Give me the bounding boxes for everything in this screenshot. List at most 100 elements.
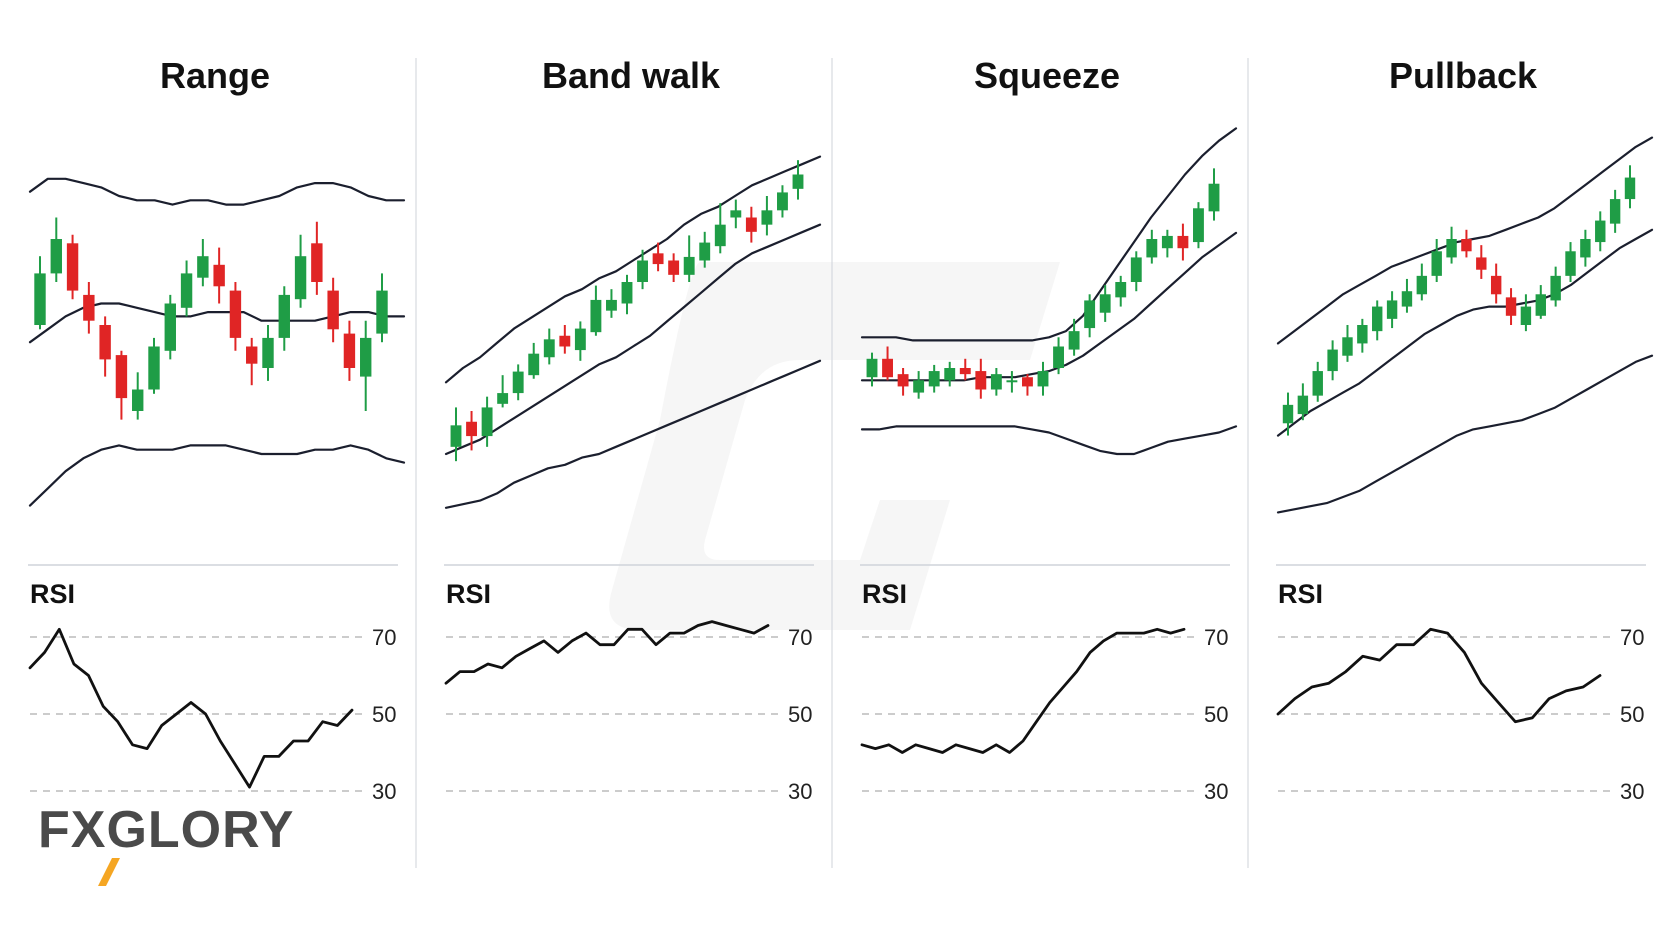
candle-body [761, 210, 773, 225]
middle-band-line [860, 231, 1238, 382]
candle [990, 368, 1002, 396]
lower-band-line [444, 359, 822, 509]
candle-body [866, 358, 878, 378]
candle [213, 247, 225, 304]
candle-body [311, 243, 323, 282]
candle-body [1327, 349, 1338, 372]
candle [1099, 285, 1111, 322]
candle [1476, 245, 1487, 279]
candle-body [34, 273, 46, 325]
rsi-line [28, 627, 354, 789]
candle [1431, 239, 1442, 282]
candle-body [1580, 239, 1591, 258]
lower-band-line [860, 425, 1238, 456]
candle-body [1461, 239, 1472, 252]
panel-title: Pullback [1389, 55, 1538, 96]
panel-squeeze: Squeeze RSI 70 50 30 [860, 55, 1238, 804]
candle [792, 160, 804, 200]
candle [180, 260, 193, 317]
candle [360, 320, 372, 411]
candle-body [1282, 404, 1294, 424]
candle-body [559, 335, 571, 347]
candle [115, 350, 128, 420]
candle [83, 282, 95, 334]
candle-body [1446, 239, 1457, 258]
rsi-level-label: 30 [372, 779, 396, 804]
candle [714, 203, 726, 254]
candle-body [229, 290, 242, 338]
candle [761, 196, 773, 236]
candle [621, 274, 633, 315]
candle [450, 407, 462, 462]
candle-body [164, 303, 176, 351]
candle-body [1535, 294, 1546, 316]
candle [1609, 189, 1621, 233]
candle-body [1342, 337, 1353, 356]
candle [1401, 278, 1413, 313]
rsi-line [860, 627, 1186, 754]
rsi-level-label: 50 [372, 702, 396, 727]
candle [606, 289, 617, 318]
candle [959, 358, 971, 381]
candle [1282, 392, 1294, 436]
candle [50, 217, 62, 282]
panel-band-walk: Band walk RSI 70 50 30 [444, 55, 822, 804]
candle-body [897, 374, 909, 387]
brand-logo: FXGLORY [38, 800, 294, 860]
candle-body [1609, 199, 1621, 224]
rsi-level-label: 70 [1204, 625, 1228, 650]
candle-body [50, 239, 62, 274]
candle-body [1357, 325, 1368, 344]
candle-body [148, 346, 160, 390]
candle-body [1099, 294, 1111, 313]
candle-body [246, 346, 258, 364]
panel-title: Range [160, 55, 270, 96]
candle [944, 361, 956, 387]
candle [913, 371, 925, 399]
candle-body [990, 374, 1002, 390]
candle [343, 320, 356, 381]
candle-body [1431, 251, 1442, 276]
candle [512, 364, 524, 401]
candle-body [528, 353, 540, 376]
rsi-level-label: 30 [1620, 779, 1644, 804]
candle-body [360, 337, 372, 377]
panel-pullback: Pullback RSI 70 50 30 [1276, 55, 1654, 804]
candle [1037, 361, 1049, 396]
rsi-level-label: 30 [788, 779, 812, 804]
candle [1297, 383, 1309, 421]
candle [882, 346, 893, 381]
candle [1115, 275, 1127, 307]
candle-body [1505, 297, 1517, 316]
candle-body [1084, 300, 1096, 329]
middle-band-line [1276, 228, 1654, 437]
candle-body [1520, 306, 1532, 325]
candle-body [1565, 251, 1576, 276]
candle [229, 282, 242, 351]
candle [497, 375, 509, 408]
candle-body [343, 333, 356, 368]
middle-band-line [444, 223, 822, 456]
candle [294, 234, 307, 308]
candle [1386, 291, 1398, 329]
candle [66, 234, 79, 300]
logo-accent-mark [98, 858, 120, 886]
candle [1193, 202, 1204, 249]
upper-band-line [28, 177, 406, 206]
candle-body [466, 421, 477, 437]
candle [1595, 211, 1606, 252]
candle-body [1022, 377, 1033, 387]
rsi-level-label: 70 [788, 625, 812, 650]
candle [164, 294, 176, 360]
candle-body [792, 174, 804, 189]
candle-body [699, 242, 711, 261]
candle [481, 396, 493, 447]
candle [278, 286, 290, 351]
upper-band-line [444, 155, 822, 384]
candle [683, 235, 695, 282]
candle [1461, 229, 1472, 258]
candle-body [376, 290, 388, 334]
candle-body [1386, 300, 1398, 319]
rsi-level-label: 30 [1204, 779, 1228, 804]
